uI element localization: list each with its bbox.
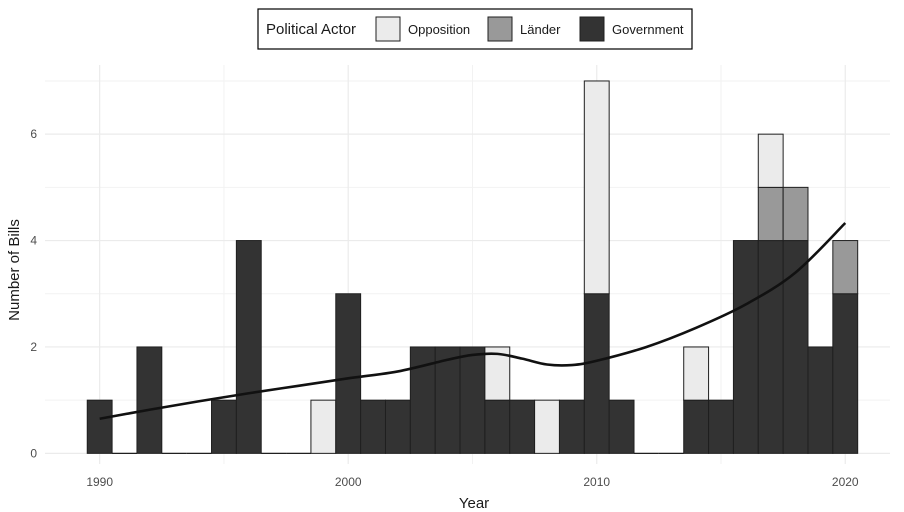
bar-segment	[235, 240, 262, 454]
x-tick-labels: 1990 2000 2010 2020	[86, 475, 859, 489]
bar-segment	[310, 399, 337, 454]
bar-segment	[832, 293, 859, 454]
bar-segment	[757, 133, 784, 188]
bar-segment	[683, 399, 710, 454]
bar-segment	[534, 399, 560, 454]
legend-label: Länder	[520, 22, 561, 37]
trend-line	[99, 222, 847, 421]
bar-segment	[757, 240, 784, 454]
bar-segment	[211, 399, 237, 454]
legend-items: Opposition Länder Government	[375, 16, 684, 42]
x-tick-label: 2000	[335, 475, 362, 489]
bar-segment	[782, 186, 809, 242]
bar-segment	[509, 399, 536, 454]
y-axis-title: Number of Bills	[6, 219, 23, 321]
x-tick-label: 2010	[583, 475, 610, 489]
legend-swatch	[487, 16, 513, 42]
y-tick-label: 4	[30, 234, 37, 248]
bar-segment	[732, 240, 759, 454]
bar-segment	[360, 399, 386, 454]
x-tick-label: 1990	[86, 475, 113, 489]
y-tick-labels: 0 2 4 6	[30, 127, 37, 460]
legend-title: Political Actor	[266, 21, 356, 38]
minor-gridlines	[45, 65, 890, 464]
bar-segment	[484, 399, 511, 454]
bar-segment	[459, 346, 486, 454]
y-tick-label: 6	[30, 127, 37, 141]
legend: Political Actor Opposition Länder Governme…	[257, 8, 693, 50]
bar-segment	[832, 240, 859, 295]
y-tick-label: 0	[30, 446, 37, 460]
bar-segment	[86, 399, 113, 454]
bar-segment	[583, 293, 610, 454]
x-tick-label: 2020	[832, 475, 859, 489]
bars	[86, 80, 859, 454]
bar-segment	[683, 346, 710, 401]
bar-segment	[608, 399, 635, 454]
bar-segment	[558, 399, 585, 454]
legend-label: Government	[612, 22, 684, 37]
legend-swatch	[579, 16, 605, 42]
legend-swatch	[375, 16, 401, 42]
bar-segment	[434, 346, 461, 454]
bar-segment	[136, 346, 163, 454]
bar-segment	[757, 186, 784, 242]
bar-segment	[384, 399, 411, 454]
bar-segment	[583, 80, 610, 295]
legend-label: Opposition	[408, 22, 470, 37]
x-axis-title: Year	[459, 495, 489, 512]
legend-box	[257, 8, 693, 50]
bar-segment	[335, 293, 362, 454]
bar-segment	[708, 399, 734, 454]
bar-segment	[807, 346, 834, 454]
y-tick-label: 2	[30, 340, 37, 354]
